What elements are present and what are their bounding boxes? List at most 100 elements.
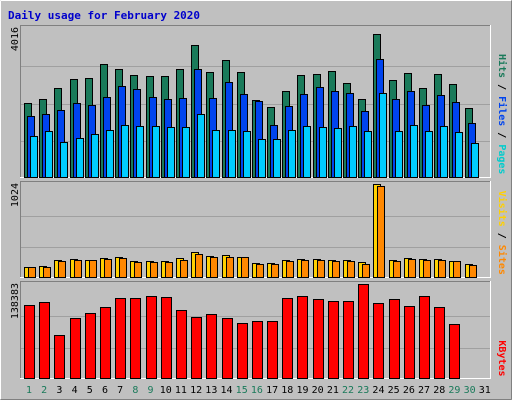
bar-pages-day-21 xyxy=(334,128,342,178)
bar-pages-day-16 xyxy=(258,139,266,178)
bar-kbytes-day-9 xyxy=(146,296,157,379)
bar-pages-day-9 xyxy=(152,126,160,178)
side-legend-item-files: Files xyxy=(496,96,508,126)
bar-pages-day-10 xyxy=(167,127,175,178)
day-label-27: 27 xyxy=(418,385,430,396)
bar-sites-day-18 xyxy=(286,261,294,278)
bar-pages-day-20 xyxy=(319,127,327,178)
side-legend-item-sites: Sites xyxy=(496,245,508,275)
chart-title: Daily usage for February 2020 xyxy=(8,9,200,22)
bar-kbytes-day-29 xyxy=(449,324,460,379)
bar-kbytes-day-17 xyxy=(267,321,278,379)
bar-sites-day-26 xyxy=(408,259,416,278)
day-label-28: 28 xyxy=(433,385,445,396)
bar-pages-day-30 xyxy=(471,143,479,178)
bar-sites-day-11 xyxy=(180,260,188,278)
bar-kbytes-day-5 xyxy=(85,313,96,379)
day-label-20: 20 xyxy=(312,385,324,396)
day-label-6: 6 xyxy=(102,385,108,396)
bar-pages-day-19 xyxy=(303,126,311,178)
bar-pages-day-13 xyxy=(212,130,220,178)
bar-sites-day-12 xyxy=(195,254,203,278)
bar-sites-day-3 xyxy=(58,261,66,278)
day-label-5: 5 xyxy=(87,385,93,396)
bar-pages-day-1 xyxy=(30,136,38,178)
bar-kbytes-day-24 xyxy=(373,303,384,379)
day-label-15: 15 xyxy=(236,385,248,396)
ymax-label-hits: 4016 xyxy=(10,27,21,51)
bar-kbytes-day-18 xyxy=(282,298,293,379)
bar-pages-day-11 xyxy=(182,127,190,178)
bar-kbytes-day-4 xyxy=(70,318,81,379)
bar-pages-day-17 xyxy=(273,139,281,178)
day-label-29: 29 xyxy=(448,385,460,396)
bar-pages-day-2 xyxy=(45,131,53,178)
bar-sites-day-17 xyxy=(271,264,279,278)
day-label-12: 12 xyxy=(190,385,202,396)
side-legend-item-pages: Pages xyxy=(496,144,507,174)
panel-kbytes: 138383 KBytes xyxy=(10,281,507,379)
day-label-8: 8 xyxy=(132,385,138,396)
bar-sites-day-27 xyxy=(423,260,431,278)
bar-pages-day-23 xyxy=(364,131,372,178)
side-legend-kbytes: KBytes xyxy=(496,340,507,376)
bar-kbytes-day-13 xyxy=(206,314,217,379)
bar-kbytes-day-21 xyxy=(328,301,339,379)
day-label-7: 7 xyxy=(117,385,123,396)
bar-sites-day-8 xyxy=(134,262,142,278)
bar-kbytes-day-6 xyxy=(100,307,111,379)
bar-pages-day-26 xyxy=(410,125,418,178)
panel-sites: 1024 Visits / Sites xyxy=(10,181,508,278)
day-label-13: 13 xyxy=(205,385,217,396)
bar-pages-day-15 xyxy=(243,131,251,178)
bar-pages-day-27 xyxy=(425,131,433,178)
bar-kbytes-day-22 xyxy=(343,301,354,379)
bar-kbytes-day-26 xyxy=(404,306,415,379)
bar-kbytes-day-7 xyxy=(115,298,126,379)
bar-sites-day-6 xyxy=(104,259,112,278)
day-axis-labels: 1 2 3 4 5 6 7 8 9 10 11 12 13 14 15 16 17 18 19 20 21 22 23 24 2… xyxy=(26,385,491,396)
bar-sites-day-16 xyxy=(256,264,264,278)
bar-pages-day-22 xyxy=(349,126,357,178)
day-label-10: 10 xyxy=(160,385,172,396)
bar-sites-day-20 xyxy=(317,260,325,278)
side-legend-item-hits: Hits xyxy=(496,54,508,78)
bar-pages-day-4 xyxy=(76,138,84,178)
bar-sites-day-28 xyxy=(438,260,446,278)
bar-sites-day-9 xyxy=(150,262,158,278)
bar-pages-day-12 xyxy=(197,114,205,178)
bar-pages-day-7 xyxy=(121,125,129,178)
bar-sites-day-19 xyxy=(301,260,309,278)
bar-kbytes-day-20 xyxy=(313,299,324,379)
day-label-21: 21 xyxy=(327,385,339,396)
bar-pages-day-6 xyxy=(106,130,114,178)
bar-kbytes-day-11 xyxy=(176,310,187,379)
bar-sites-day-13 xyxy=(210,257,218,278)
bar-pages-day-18 xyxy=(288,130,296,178)
day-label-22: 22 xyxy=(342,385,354,396)
chart-panels: 4016 Hits / Files / Pages 1024 Visits / Sit… xyxy=(10,25,508,379)
bar-kbytes-day-8 xyxy=(130,298,141,379)
bar-pages-day-24 xyxy=(379,93,387,178)
bar-sites-day-1 xyxy=(28,267,36,278)
side-legend-item-visits: Visits xyxy=(496,191,508,227)
bar-sites-day-2 xyxy=(43,267,51,278)
side-legend-item-kbytes: KBytes xyxy=(496,340,507,376)
panel-hits: 4016 Hits / Files / Pages xyxy=(10,25,508,178)
bars-sites xyxy=(24,184,477,278)
bar-kbytes-day-19 xyxy=(297,296,308,379)
day-label-1: 1 xyxy=(26,385,32,396)
side-legend-separator: / xyxy=(496,126,507,144)
day-label-14: 14 xyxy=(220,385,232,396)
day-label-2: 2 xyxy=(41,385,47,396)
bar-kbytes-day-23 xyxy=(358,284,369,379)
side-legend-separator: / xyxy=(496,227,507,245)
day-label-26: 26 xyxy=(403,385,415,396)
bar-sites-day-10 xyxy=(165,262,173,278)
day-label-9: 9 xyxy=(148,385,154,396)
day-label-11: 11 xyxy=(175,385,187,396)
bar-sites-day-5 xyxy=(89,260,97,278)
bar-sites-day-22 xyxy=(347,261,355,278)
